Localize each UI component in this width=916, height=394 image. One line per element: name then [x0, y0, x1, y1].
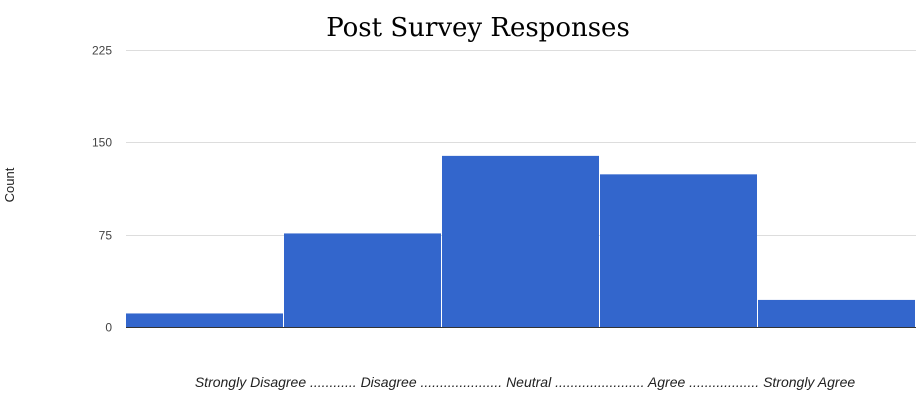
bar-disagree [284, 233, 441, 327]
bar-strongly-disagree [126, 313, 283, 327]
y-tick-label: 75 [99, 229, 113, 243]
y-axis-ticks: 0 75 150 225 [92, 44, 112, 335]
y-axis-title: Count [2, 167, 17, 202]
bar-neutral [442, 155, 599, 327]
chart-title: Post Survey Responses [326, 13, 630, 43]
y-tick-label: 225 [92, 44, 112, 58]
bar-agree [600, 174, 757, 327]
bars [126, 155, 915, 327]
y-tick-label: 150 [92, 136, 112, 150]
y-tick-label: 0 [105, 321, 112, 335]
bar-strongly-agree [758, 299, 915, 327]
x-axis-caption: Strongly Disagree ............ Disagree … [195, 374, 856, 390]
